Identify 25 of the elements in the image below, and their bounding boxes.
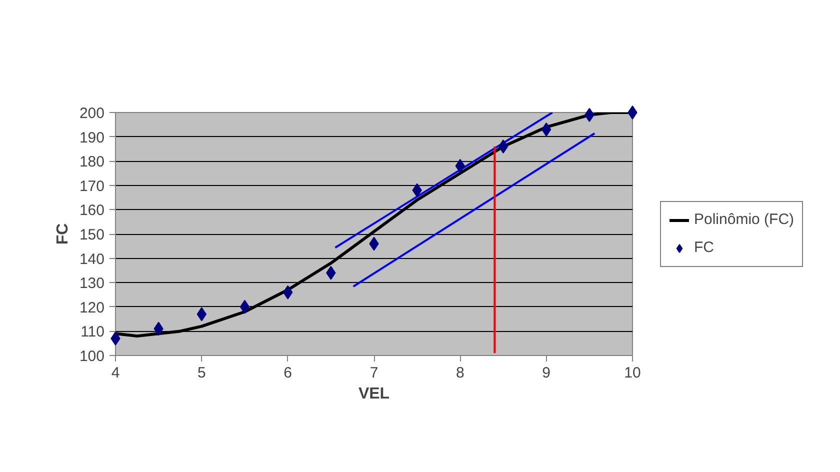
y-tick-label: 200 — [79, 105, 105, 122]
y-tick-label: 190 — [79, 129, 105, 146]
x-tick-label: 8 — [456, 364, 464, 382]
x-tick-label: 9 — [542, 364, 551, 382]
y-tick-label: 180 — [79, 154, 105, 171]
point — [498, 140, 508, 154]
y-axis-title: FC — [54, 222, 72, 245]
legend-label: FC — [694, 239, 714, 256]
y-tick-label: 130 — [79, 275, 105, 292]
y-tick-label: 150 — [79, 226, 105, 244]
point — [628, 106, 638, 120]
x-axis-title: VEL — [358, 386, 390, 402]
legend-label: Polinômio (FC) — [694, 211, 794, 228]
y-tick-label: 110 — [80, 324, 105, 341]
x-tick-label: 5 — [197, 364, 206, 382]
x-tick-label: 6 — [284, 364, 292, 382]
x-tick-label: 7 — [370, 364, 378, 382]
y-tick-label: 120 — [79, 299, 105, 316]
point — [240, 300, 250, 314]
x-tick-label: 4 — [111, 364, 120, 382]
x-tick-label: 10 — [624, 364, 641, 382]
y-tick-label: 140 — [79, 250, 105, 268]
y-tick-label: 170 — [79, 178, 105, 195]
y-tick-label: 100 — [79, 348, 105, 365]
y-tick-label: 160 — [79, 202, 105, 220]
